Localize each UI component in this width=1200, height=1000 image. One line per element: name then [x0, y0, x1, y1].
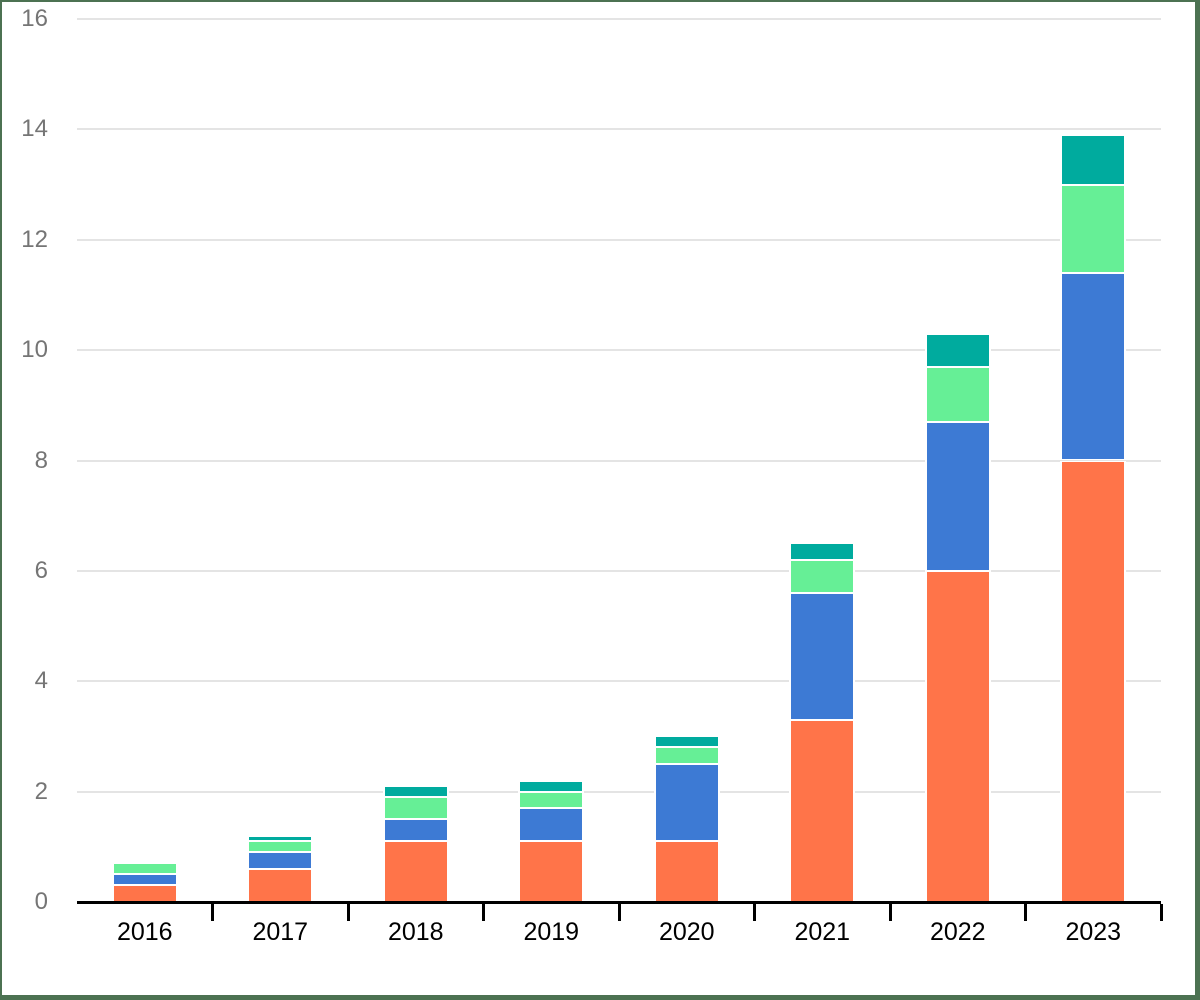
bar-segment-2023-teal — [1060, 134, 1127, 185]
y-tick-label-6: 6 — [34, 556, 48, 584]
x-axis-tick — [211, 903, 214, 921]
bar-segment-2017-orange — [247, 868, 314, 902]
x-tick-label-2022: 2022 — [929, 918, 986, 946]
y-tick-label-0: 0 — [34, 888, 48, 915]
x-tick-label-2021: 2021 — [794, 918, 851, 946]
bar-segment-2016-blue — [111, 874, 178, 886]
bar-segment-2023-orange — [1060, 460, 1127, 902]
x-tick-label-2016: 2016 — [116, 918, 173, 946]
gridline-10 — [77, 349, 1161, 352]
bar-segment-2021-green — [789, 559, 856, 593]
gridline-6 — [77, 569, 1161, 572]
bar-segment-2022-blue — [924, 421, 991, 571]
bar-segment-2017-blue — [247, 852, 314, 869]
gridline-4 — [77, 680, 1161, 683]
bar-segment-2023-green — [1060, 184, 1127, 273]
gridline-12 — [77, 238, 1161, 241]
bar-segment-2016-orange — [111, 885, 178, 902]
bar-segment-2020-orange — [653, 841, 720, 902]
bar-segment-2022-green — [924, 366, 991, 422]
bar-segment-2019-orange — [518, 841, 585, 902]
bar-segment-2019-blue — [518, 808, 585, 842]
y-tick-label-2: 2 — [34, 777, 48, 805]
x-tick-label-2019: 2019 — [523, 918, 580, 946]
x-tick-label-2023: 2023 — [1065, 918, 1122, 946]
bar-segment-2020-green — [653, 747, 720, 765]
gridline-8 — [77, 459, 1161, 462]
y-tick-label-10: 10 — [21, 336, 48, 364]
x-axis-tick — [1159, 903, 1163, 921]
bar-segment-2016-green — [111, 863, 178, 875]
y-tick-label-12: 12 — [21, 225, 48, 253]
bar-segment-2021-blue — [789, 592, 856, 720]
x-axis-tick — [888, 903, 892, 921]
x-tick-label-2018: 2018 — [387, 918, 444, 946]
gridline-2 — [77, 790, 1161, 793]
bar-segment-2017-green — [247, 841, 314, 853]
x-axis-tick — [617, 903, 621, 921]
bar-segment-2018-orange — [382, 841, 449, 902]
bar-segment-2022-orange — [924, 570, 991, 902]
x-tick-label-2020: 2020 — [658, 918, 715, 946]
bar-segment-2021-teal — [789, 543, 856, 560]
x-axis-tick — [346, 903, 350, 921]
bar-segment-2021-orange — [789, 719, 856, 902]
bar-segment-2022-teal — [924, 333, 991, 367]
gridline-14 — [77, 128, 1161, 131]
gridline-16 — [77, 18, 1161, 20]
bar-segment-2017-teal — [247, 835, 314, 842]
bar-segment-2020-teal — [653, 736, 720, 748]
bar-segment-2023-blue — [1060, 272, 1127, 461]
x-axis-line — [77, 900, 1161, 904]
bar-segment-2018-green — [382, 797, 449, 820]
bar-segment-2018-teal — [382, 786, 449, 798]
y-tick-label-14: 14 — [21, 115, 48, 143]
x-axis-tick — [482, 903, 485, 921]
y-tick-label-4: 4 — [34, 667, 48, 695]
bar-segment-2019-teal — [518, 780, 585, 792]
x-axis-tick — [1024, 903, 1027, 921]
y-tick-label-8: 8 — [34, 446, 48, 474]
bar-segment-2018-blue — [382, 819, 449, 842]
bar-segment-2020-blue — [653, 764, 720, 842]
bar-segment-2019-green — [518, 791, 585, 809]
x-tick-label-2017: 2017 — [252, 918, 309, 946]
y-tick-label-16: 16 — [21, 5, 48, 32]
x-axis-tick — [753, 903, 756, 921]
